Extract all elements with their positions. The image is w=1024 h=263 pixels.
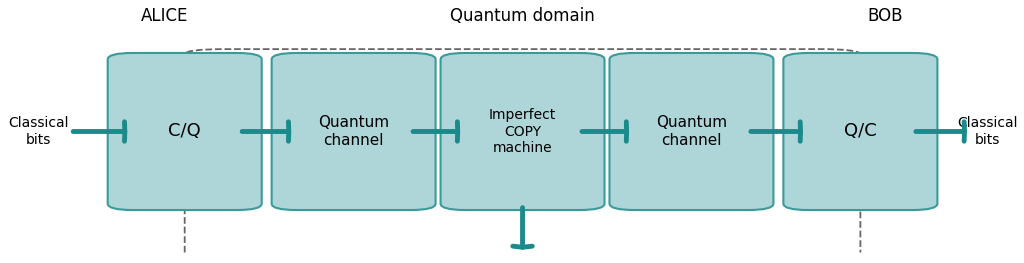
Text: Quantum
channel: Quantum channel <box>656 115 727 148</box>
FancyBboxPatch shape <box>108 53 262 210</box>
FancyBboxPatch shape <box>609 53 773 210</box>
FancyBboxPatch shape <box>440 53 604 210</box>
Text: Imperfect
COPY
machine: Imperfect COPY machine <box>488 108 556 155</box>
Text: Quantum
channel: Quantum channel <box>318 115 389 148</box>
Text: Classical
bits: Classical bits <box>957 117 1018 146</box>
FancyBboxPatch shape <box>271 53 435 210</box>
Text: Classical
bits: Classical bits <box>8 117 69 146</box>
Text: C/Q: C/Q <box>168 123 201 140</box>
Text: Q/C: Q/C <box>844 123 877 140</box>
Text: Quantum domain: Quantum domain <box>451 7 595 25</box>
Text: BOB: BOB <box>867 7 903 25</box>
FancyBboxPatch shape <box>783 53 937 210</box>
Text: ALICE: ALICE <box>141 7 188 25</box>
